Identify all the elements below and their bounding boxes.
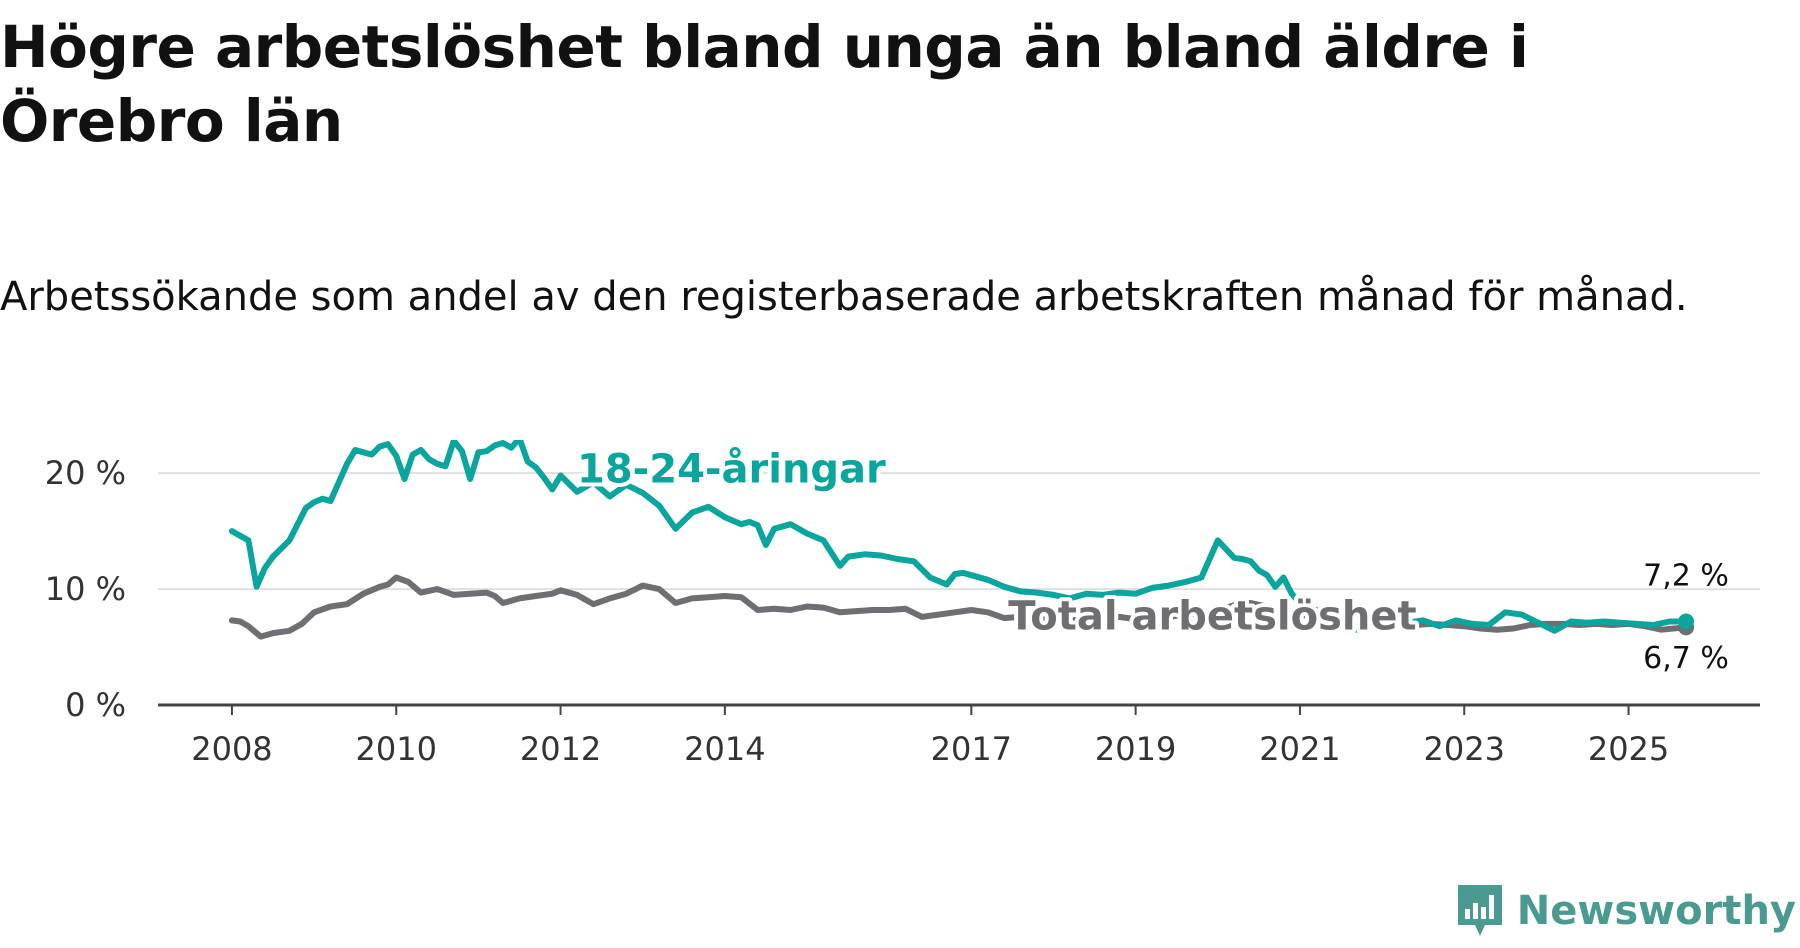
x-tick-label: 2010 [356,730,437,768]
youth-series-label: 18-24-åringar [577,445,886,492]
series-labels: 18-24-åringar Total arbetslöshet 7,2 % 6,7 … [573,441,1729,676]
chart-title: Högre arbetslöshet bland unga än bland ä… [0,13,1529,155]
x-tick-label: 2017 [931,730,1012,768]
total-end-label: 6,7 % [1643,641,1729,676]
youth-end-label: 7,2 % [1643,559,1729,594]
y-tick-label: 20 % [45,454,126,492]
total-series-label: Total arbetslöshet [1008,594,1416,640]
x-tick-label: 2023 [1424,730,1505,768]
x-tick-label: 2019 [1095,730,1176,768]
brand-name: Newsworthy [1516,888,1796,934]
youth-series-line [228,440,1690,634]
axes: 0 % 10 % 20 % 2008 2010 2012 2014 2017 2019 2021 2… [45,454,1760,768]
total-series-line [228,574,1690,640]
youth-end-point [1678,613,1695,630]
newsworthy-logo: Newsworthy [1455,882,1796,940]
x-tick-label: 2012 [520,730,601,768]
x-tick-label: 2014 [684,730,765,768]
y-tick-label: 0 % [65,686,126,724]
series-lines [228,440,1695,640]
line-chart: 0 % 10 % 20 % 2008 2010 2012 2014 2017 2019 2021 2… [45,440,1760,768]
x-tick-label: 2025 [1588,730,1669,768]
x-tick-label: 2021 [1259,730,1340,768]
newsworthy-chart-icon [1457,885,1502,936]
y-tick-label: 10 % [45,570,126,608]
x-tick-label: 2008 [191,730,272,768]
chart-subtitle: Arbetssökande som andel av den registerb… [0,274,1688,320]
